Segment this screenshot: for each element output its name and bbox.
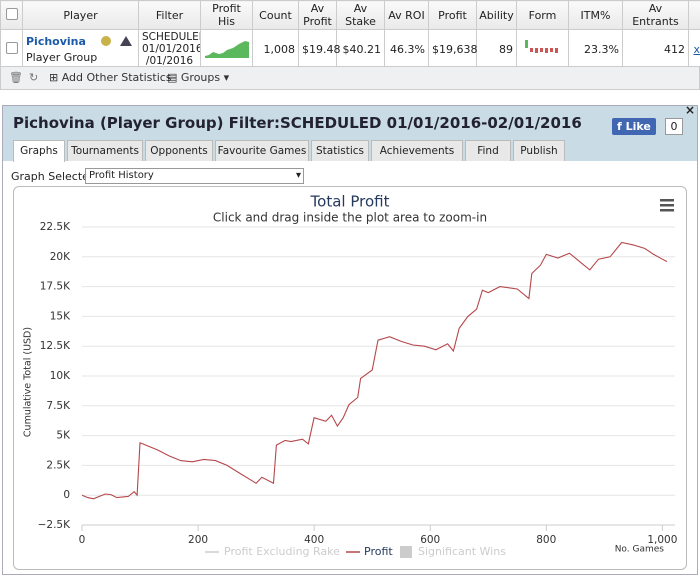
groups-label: Groups xyxy=(180,71,221,84)
profit-sparkline xyxy=(200,29,253,69)
ability: 89 xyxy=(476,29,517,69)
tab[interactable]: Favourite Games xyxy=(215,140,309,161)
close-button[interactable]: × xyxy=(685,103,696,117)
tab[interactable]: Find xyxy=(465,140,511,161)
y-tick-label: 2.5K xyxy=(46,459,71,471)
header-row: Player Filter Profit His Count Av Profit… xyxy=(0,0,700,30)
remove-row[interactable]: x xyxy=(688,29,700,69)
tab[interactable]: Statistics xyxy=(311,140,369,161)
header[interactable]: Ability xyxy=(476,0,517,30)
add-stats[interactable]: ⊞ Add Other Statistics xyxy=(49,71,172,84)
refresh-icon[interactable]: ↻ xyxy=(29,71,39,84)
y-tick-label: 22.5K xyxy=(40,221,71,233)
form xyxy=(516,29,569,69)
legend-label: Profit Excluding Rake xyxy=(224,545,340,558)
panel-header: Pichovina (Player Group) Filter:SCHEDULE… xyxy=(3,103,697,162)
tab[interactable]: Opponents xyxy=(145,140,213,161)
itm: 23.3% xyxy=(568,29,623,69)
legend-label: Significant Wins xyxy=(418,545,506,558)
header[interactable]: Av ROI xyxy=(384,0,429,30)
graph-select-value: Profit History xyxy=(89,170,154,181)
header[interactable]: Profit xyxy=(428,0,477,30)
x-tick-label: 400 xyxy=(304,534,324,546)
like-button[interactable]: f Like xyxy=(612,118,656,135)
toolbar: 🗑 ↻ ⊞ Add Other Statistics ▤ Groups ▾ xyxy=(0,66,700,90)
row-select[interactable] xyxy=(0,29,23,69)
profit-line xyxy=(81,241,668,500)
graph-select[interactable]: Profit History ▾ xyxy=(85,168,304,184)
y-tick-label: 7.5K xyxy=(46,400,71,412)
y-tick-label: 15K xyxy=(50,310,71,322)
header[interactable]: Av Profit xyxy=(298,0,337,30)
x-tick-label: 0 xyxy=(79,534,86,546)
filter-line: 01/01/2016- xyxy=(142,43,201,55)
header[interactable]: Count xyxy=(252,0,299,30)
filter-line: /01/2016 xyxy=(145,55,194,67)
y-tick-label: 12.5K xyxy=(40,340,71,352)
header[interactable]: ITM% xyxy=(568,0,623,30)
filter-line: SCHEDULED xyxy=(142,31,201,43)
tab[interactable]: Publish xyxy=(513,140,565,161)
delete-icon[interactable]: 🗑 xyxy=(9,71,23,84)
like-label: Like xyxy=(625,120,651,133)
y-axis-title: Cumulative Total (USD) xyxy=(23,327,34,437)
x-tick-label: 1,000 xyxy=(647,534,677,546)
x-axis-title: No. Games xyxy=(615,545,665,555)
player-cell: Pichovina Player Group xyxy=(22,29,139,69)
menu-icon[interactable] xyxy=(660,199,674,212)
x-tick-label: 200 xyxy=(188,534,208,546)
panel-title: Pichovina (Player Group) Filter:SCHEDULE… xyxy=(13,114,582,132)
tab[interactable]: Achievements xyxy=(371,140,463,161)
legend-symbol xyxy=(400,546,412,558)
y-tick-label: 5K xyxy=(56,430,71,442)
av-entrants: 412 xyxy=(622,29,689,69)
groups[interactable]: ▤ Groups ▾ xyxy=(167,71,230,84)
header[interactable]: Av Entrants xyxy=(622,0,689,30)
chart: Total Profit Click and drag inside the p… xyxy=(23,193,677,558)
row: Pichovina Player Group SCHEDULED 01/01/2… xyxy=(0,29,700,69)
tab[interactable]: Graphs xyxy=(13,140,65,162)
av-profit: $19.48 xyxy=(298,29,341,69)
add-stats-label: Add Other Statistics xyxy=(61,71,172,84)
legend-label: Profit xyxy=(364,545,393,558)
select-all[interactable] xyxy=(0,0,23,30)
y-tick-label: 10K xyxy=(50,370,71,382)
header[interactable]: Player xyxy=(22,0,139,30)
count: 1,008 xyxy=(252,29,299,69)
player-icons xyxy=(101,36,132,46)
panel: Pichovina (Player Group) Filter:SCHEDULE… xyxy=(2,103,698,575)
av-stake: $40.21 xyxy=(336,29,385,69)
sparkline xyxy=(205,40,249,58)
chart-container: Total Profit Click and drag inside the p… xyxy=(13,186,687,570)
header[interactable]: Av Stake xyxy=(336,0,385,30)
chart-title: Total Profit xyxy=(310,193,390,211)
header[interactable]: Form xyxy=(516,0,569,30)
filter-cell: SCHEDULED 01/01/2016- /01/2016 xyxy=(138,29,201,69)
y-tick-label: 17.5K xyxy=(40,281,71,293)
header[interactable]: Filter xyxy=(138,0,201,30)
like-count: 0 xyxy=(665,118,683,135)
player-name[interactable]: Pichovina xyxy=(26,34,86,48)
x-tick-label: 600 xyxy=(420,534,440,546)
y-tick-label: −2.5K xyxy=(38,519,71,531)
y-tick-label: 0 xyxy=(63,489,70,501)
tab[interactable]: Tournaments xyxy=(67,140,143,161)
graph-selected-label: Graph Selected: xyxy=(11,170,100,183)
player-type: Player Group xyxy=(26,50,98,64)
chart-subtitle: Click and drag inside the plot area to z… xyxy=(213,211,487,225)
stats-table: Player Filter Profit His Count Av Profit… xyxy=(0,0,700,69)
x-tick-label: 800 xyxy=(536,534,556,546)
av-roi: 46.3% xyxy=(384,29,429,69)
header[interactable]: Profit His xyxy=(200,0,253,30)
profit: $19,638 xyxy=(428,29,478,69)
header-blank xyxy=(688,0,700,30)
form-bars xyxy=(525,39,558,53)
y-tick-label: 20K xyxy=(50,251,71,263)
